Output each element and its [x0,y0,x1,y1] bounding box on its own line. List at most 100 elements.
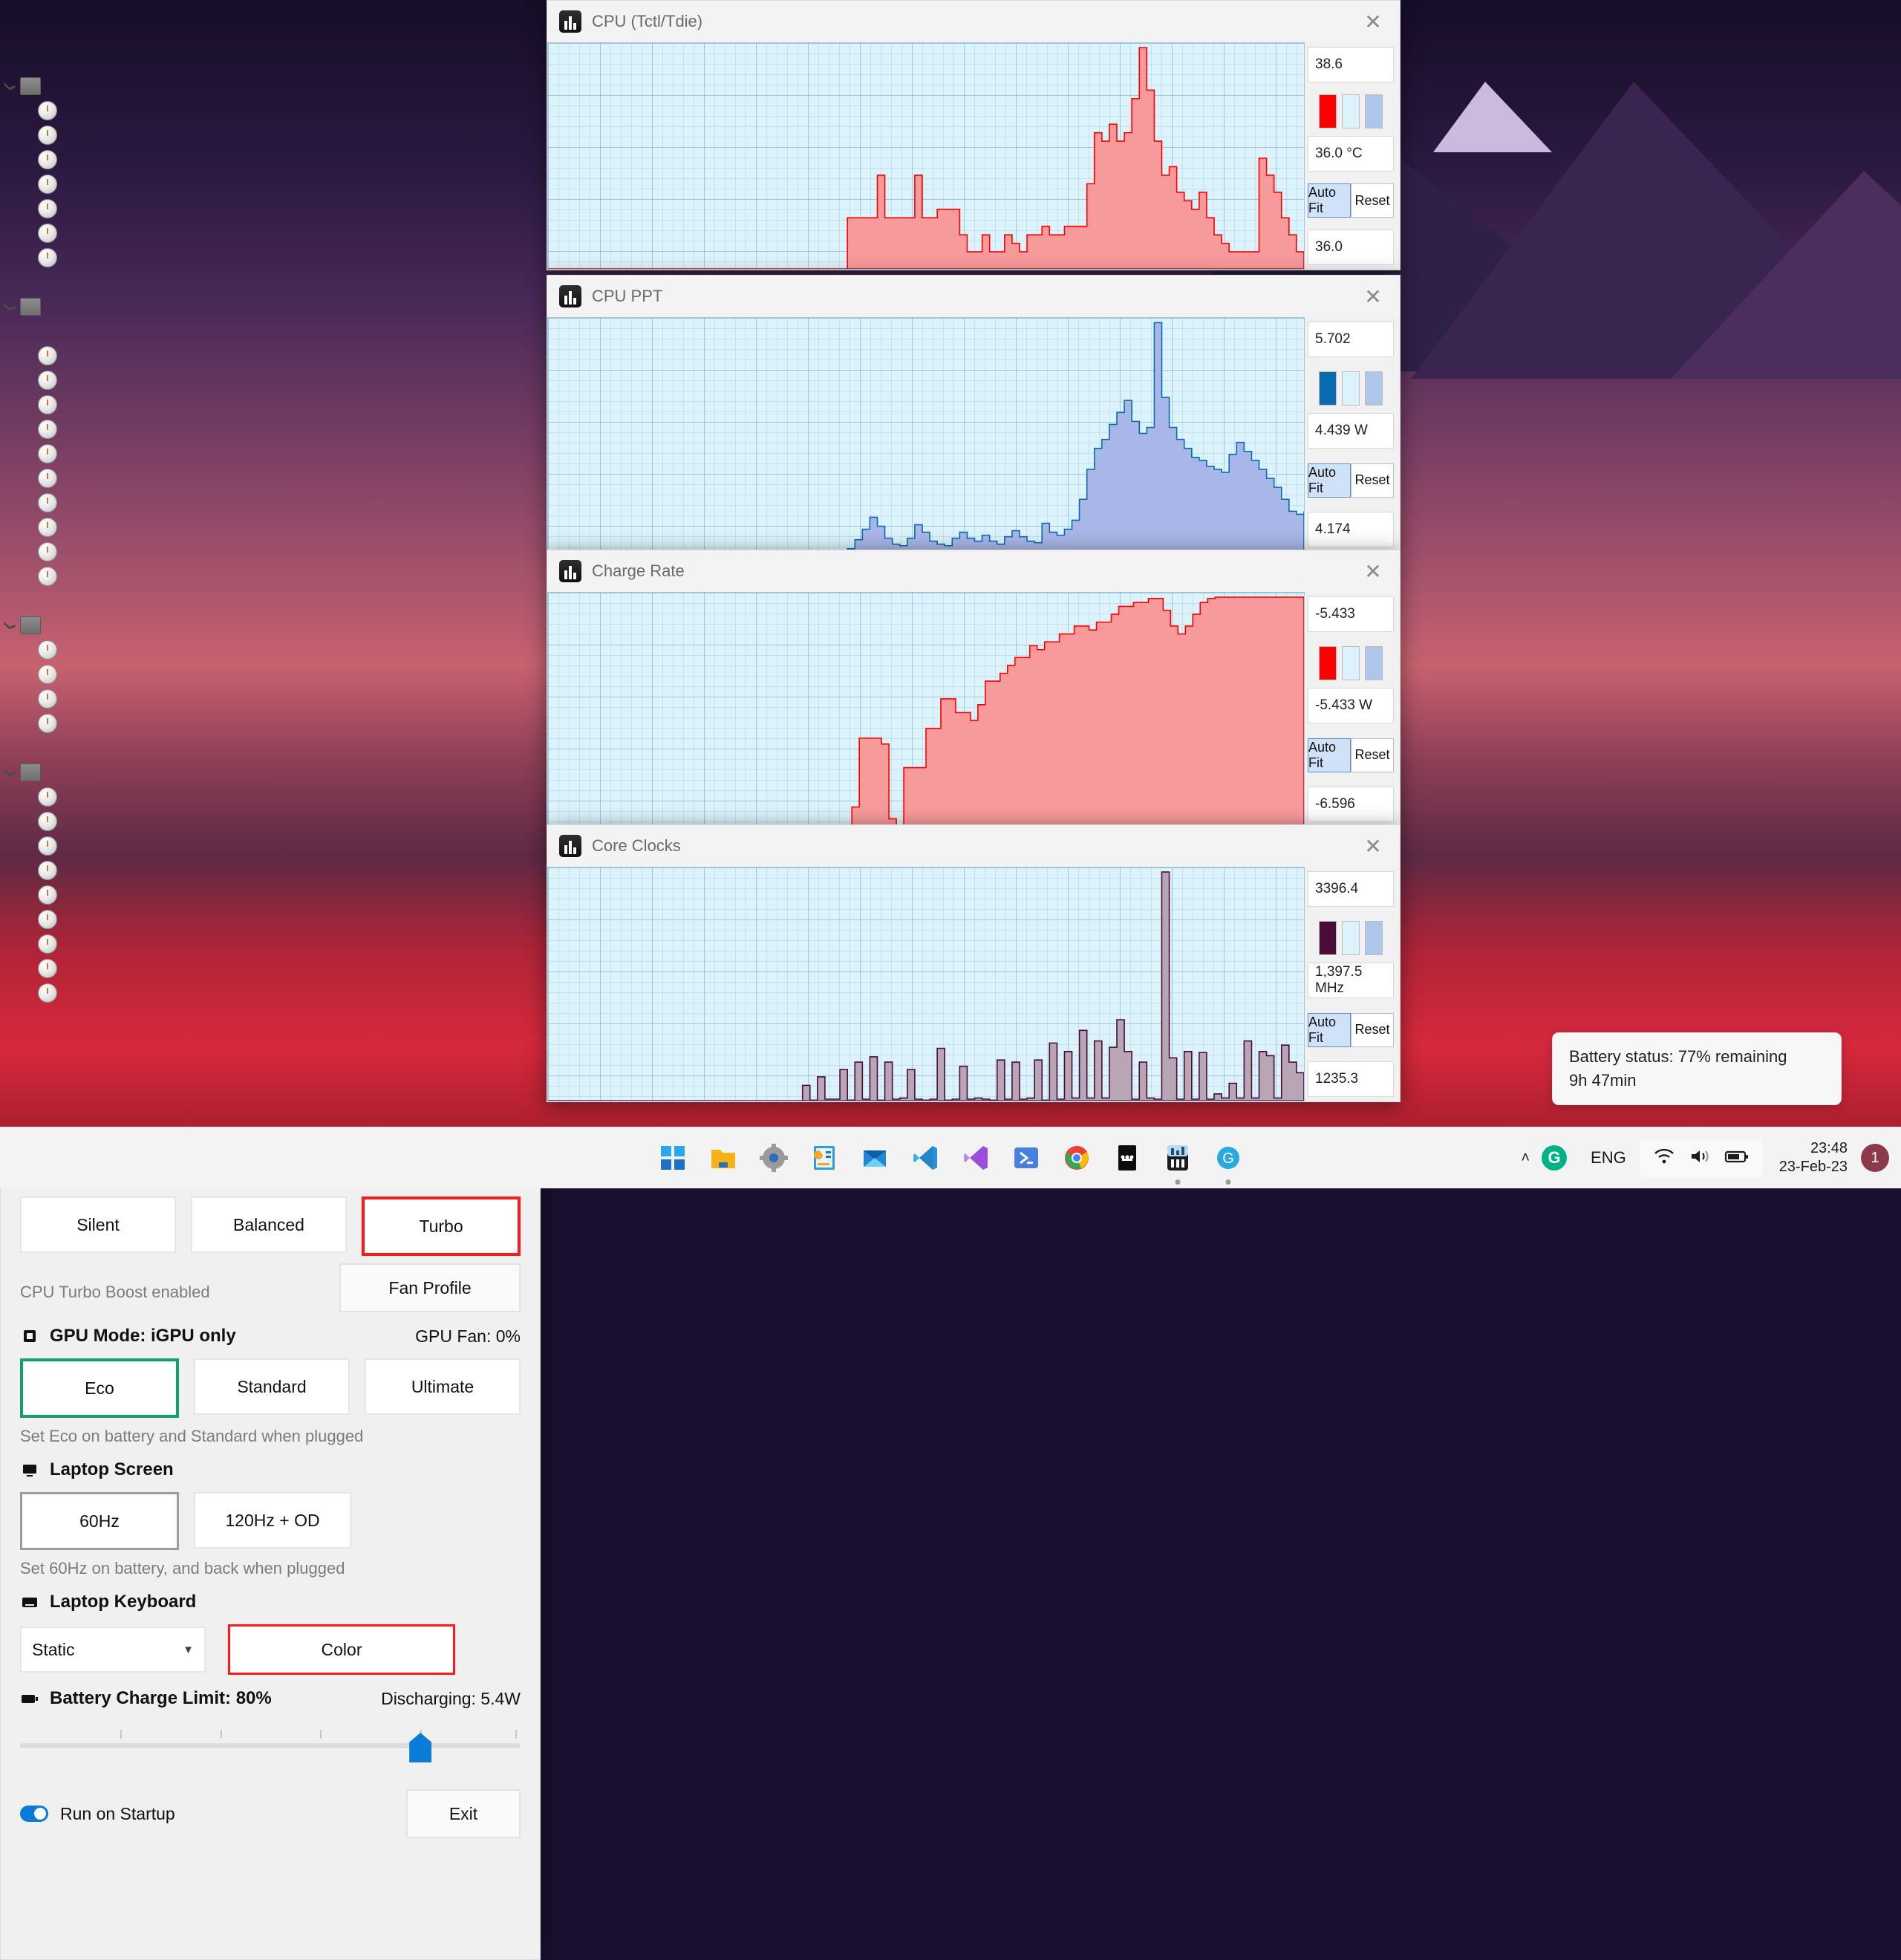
tray-grammarly-icon[interactable]: G [1542,1145,1568,1171]
grid-color-swatch[interactable] [1365,371,1383,406]
hwinfo-icon[interactable] [1158,1138,1198,1185]
auto-fit-button[interactable]: Auto Fit [1308,183,1351,218]
battery-icon[interactable] [1724,1147,1750,1169]
graph-window[interactable]: CPU (Tctl/Tdie) ✕ 38.6 36.0 °C Auto Fit Reset… [547,0,1401,270]
gpu-mode-section-header: GPU Mode: iGPU only GPU Fan: 0% [20,1326,521,1347]
grid-color-swatch[interactable] [1365,646,1383,681]
graph-series-area [548,596,1304,826]
background-color-swatch[interactable] [1342,371,1360,406]
chevron-down-icon[interactable]: ❯ [4,81,16,91]
keyboard-icon [20,1593,39,1611]
graph-color-swatches [1308,371,1394,406]
close-icon[interactable]: ✕ [1364,559,1382,583]
close-icon[interactable]: ✕ [1364,834,1382,858]
clock-icon [38,247,57,267]
perf-mode-turbo-button[interactable]: Turbo [362,1196,521,1256]
graph-title: CPU PPT [592,287,663,305]
grid-color-swatch[interactable] [1365,921,1383,956]
graph-titlebar[interactable]: CPU PPT ✕ [547,276,1400,317]
tray-expand-chevron-icon[interactable]: ˄ [1521,1149,1530,1166]
graph-max-value: 3396.4 [1308,871,1394,907]
graph-titlebar[interactable]: Charge Rate ✕ [547,550,1400,592]
gpu-mode-ultimate-button[interactable]: Ultimate [365,1358,521,1415]
run-on-startup-toggle[interactable] [20,1806,48,1822]
graph-plot-area[interactable] [547,867,1305,1101]
graph-plot-area[interactable] [547,317,1305,552]
fan-profile-button[interactable]: Fan Profile [339,1263,521,1312]
graph-window[interactable]: Charge Rate ✕ -5.433 -5.433 W Auto Fit Reset -… [547,550,1401,827]
terminal-icon[interactable] [1107,1138,1147,1178]
chevron-down-icon[interactable]: ❯ [4,767,16,777]
reset-button[interactable]: Reset [1351,463,1394,498]
graph-current-value: -5.433 W [1308,688,1394,724]
graph-sidebar: 3396.4 1,397.5 MHz Auto Fit Reset 1235.3 [1305,867,1400,1101]
chip-icon [20,763,41,781]
visual-studio-icon[interactable] [956,1138,996,1178]
ghelper-window[interactable]: G-Helper ✕ Performance Mode CPU: 36°C - … [0,1108,541,1960]
background-color-swatch[interactable] [1342,921,1360,956]
graph-max-value: -5.433 [1308,596,1394,632]
graph-titlebar[interactable]: Core Clocks ✕ [547,825,1400,867]
series-color-swatch[interactable] [1319,646,1337,681]
graph-sidebar: 38.6 36.0 °C Auto Fit Reset 36.0 [1305,42,1400,270]
perf-mode-silent-button[interactable]: Silent [20,1196,176,1253]
chevron-down-icon[interactable]: ▼ [183,1643,194,1656]
auto-fit-button[interactable]: Auto Fit [1308,738,1351,772]
chrome-icon[interactable] [1057,1138,1097,1178]
background-color-swatch[interactable] [1342,646,1360,681]
tray-clock[interactable]: 23:48 23-Feb-23 [1763,1139,1861,1176]
mail-icon[interactable] [855,1138,895,1178]
exit-button[interactable]: Exit [406,1789,521,1838]
tray-language-indicator[interactable]: ENG [1591,1148,1626,1167]
slider-track[interactable] [20,1743,521,1748]
powershell-icon[interactable] [1006,1138,1046,1178]
grammarly-icon[interactable]: G [1208,1138,1248,1185]
chevron-down-icon[interactable]: ❯ [4,302,16,311]
settings-gear-icon[interactable] [754,1138,794,1178]
background-color-swatch[interactable] [1342,94,1360,128]
graph-current-value: 4.439 W [1308,413,1394,449]
reset-button[interactable]: Reset [1351,1012,1394,1047]
graph-plot-area[interactable] [547,592,1305,827]
clock-icon [38,983,57,1003]
screen-120hz-od-button[interactable]: 120Hz + OD [194,1492,351,1549]
chevron-down-icon[interactable]: ❯ [4,620,16,630]
series-color-swatch[interactable] [1319,921,1337,956]
graph-titlebar[interactable]: CPU (Tctl/Tdie) ✕ [547,1,1400,42]
reset-button[interactable]: Reset [1351,738,1394,772]
wifi-icon[interactable] [1653,1147,1675,1170]
monitor-icon [20,1461,39,1479]
screen-60hz-button[interactable]: 60Hz [20,1492,179,1550]
series-color-swatch[interactable] [1319,94,1337,128]
clock-icon [38,860,57,880]
windows-taskbar[interactable]: G ˄ G ENG 23:48 23-Feb-23 1 [0,1127,1901,1188]
perf-mode-balanced-button[interactable]: Balanced [191,1196,347,1253]
clock-icon [38,787,57,807]
laptop-screen-note: Set 60Hz on battery, and back when plugg… [20,1559,345,1578]
vscode-icon[interactable] [905,1138,945,1178]
reset-button[interactable]: Reset [1351,183,1394,218]
auto-fit-button[interactable]: Auto Fit [1308,1012,1351,1047]
keyboard-mode-value: Static [32,1639,75,1659]
clock-icon [38,566,57,586]
control-panel-icon[interactable] [804,1138,844,1178]
gpu-mode-eco-button[interactable]: Eco [20,1358,179,1418]
keyboard-mode-select[interactable]: Static ▼ [20,1627,206,1673]
grid-color-swatch[interactable] [1365,94,1383,128]
notification-badge[interactable]: 1 [1861,1144,1889,1172]
tray-quick-settings[interactable] [1639,1139,1763,1177]
file-explorer-icon[interactable] [703,1138,743,1178]
close-icon[interactable]: ✕ [1364,10,1382,33]
auto-fit-button[interactable]: Auto Fit [1308,463,1351,498]
windows-start-icon[interactable] [653,1138,693,1178]
graph-plot-area[interactable] [547,42,1305,270]
close-icon[interactable]: ✕ [1364,284,1382,308]
series-color-swatch[interactable] [1319,371,1337,406]
graph-sidebar: 5.702 4.439 W Auto Fit Reset 4.174 [1305,317,1400,552]
graph-window[interactable]: CPU PPT ✕ 5.702 4.439 W Auto Fit Reset 4.174 [547,275,1401,553]
battery-charge-limit-slider[interactable] [20,1728,521,1762]
keyboard-color-button[interactable]: Color [228,1624,455,1675]
graph-window[interactable]: Core Clocks ✕ 3396.4 1,397.5 MHz Auto Fit Res… [547,824,1401,1102]
volume-icon[interactable] [1689,1147,1711,1170]
gpu-mode-standard-button[interactable]: Standard [194,1358,350,1415]
